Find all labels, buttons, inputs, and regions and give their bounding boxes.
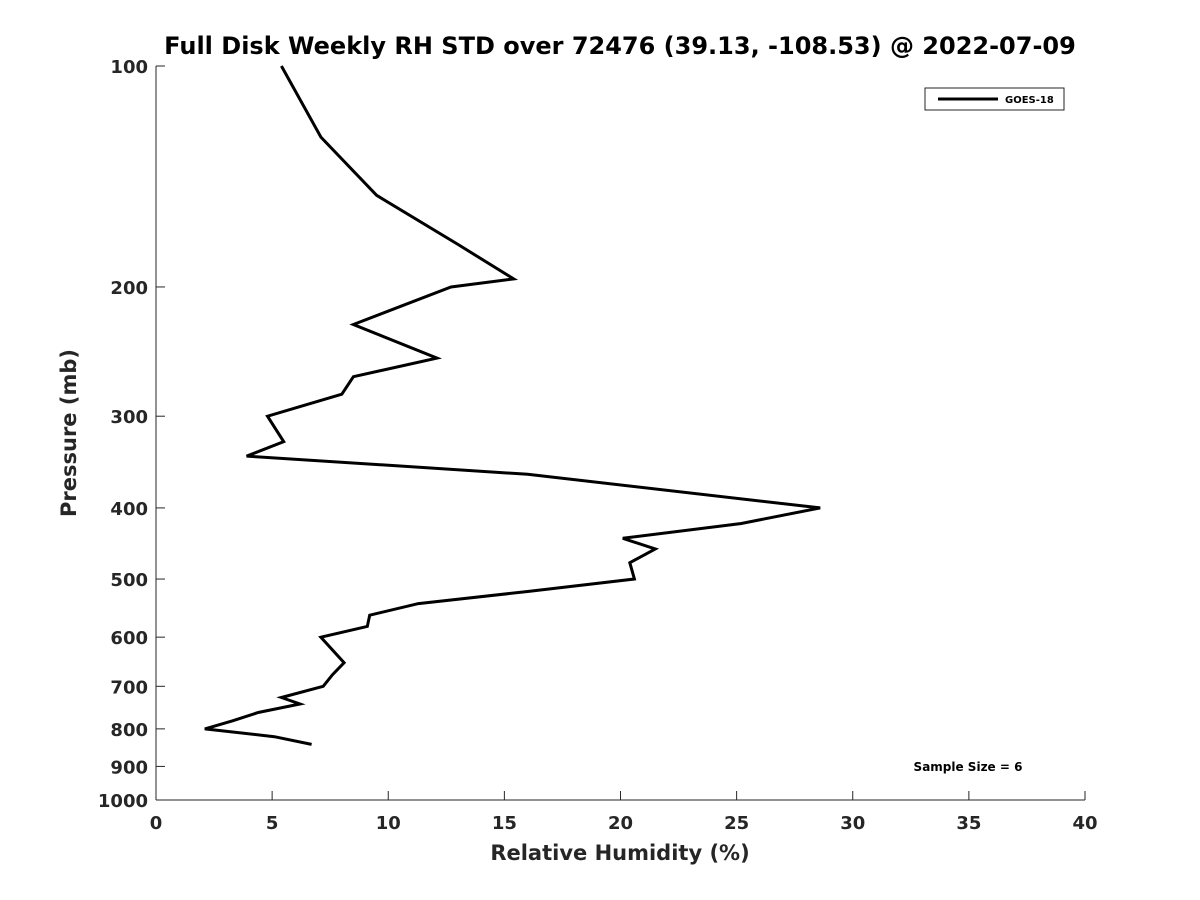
x-tick-label: 30 [840, 813, 865, 834]
x-tick-label: 35 [956, 813, 981, 834]
legend-label-goes-18: GOES-18 [1005, 95, 1054, 106]
x-tick-label: 25 [724, 813, 749, 834]
legend[interactable]: GOES-18 [924, 87, 1065, 111]
y-tick-label: 800 [110, 720, 148, 741]
x-tick-label: 5 [266, 813, 279, 834]
y-tick-label: 600 [110, 628, 148, 649]
y-axis-label: Pressure (mb) [57, 349, 81, 517]
y-tick-label: 500 [110, 570, 148, 591]
series-group [204, 65, 821, 746]
y-tick-label: 400 [110, 499, 148, 520]
x-tick-label: 0 [150, 813, 163, 834]
x-tick-label: 40 [1072, 813, 1097, 834]
y-tick-label: 200 [110, 278, 148, 299]
x-tick-label: 15 [492, 813, 517, 834]
x-axis-label: Relative Humidity (%) [490, 841, 749, 865]
chart-title: Full Disk Weekly RH STD over 72476 (39.1… [164, 32, 1076, 60]
x-ticks: 0 5 10 15 20 25 30 35 40 [150, 791, 1098, 834]
y-tick-label: 100 [110, 57, 148, 78]
y-tick-label: 900 [110, 757, 148, 778]
y-tick-label: 700 [110, 677, 148, 698]
x-tick-label: 10 [376, 813, 401, 834]
sample-size-annotation: Sample Size = 6 [914, 760, 1023, 774]
y-tick-label: 1000 [98, 791, 148, 812]
y-ticks: 100 200 300 400 500 600 700 800 900 1000 [98, 57, 165, 812]
y-tick-label: 300 [110, 407, 148, 428]
x-tick-label: 20 [608, 813, 633, 834]
